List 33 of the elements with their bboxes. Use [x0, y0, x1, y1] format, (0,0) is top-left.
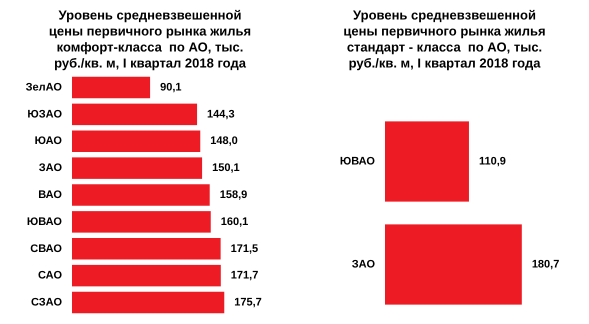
bar	[72, 76, 150, 98]
y-tick-label: ЮВАО	[340, 156, 376, 168]
bar	[72, 264, 221, 286]
bar	[72, 130, 200, 152]
chart-title: Уровень средневзвешенной цены первичного рынка жилья комфорт-класса по АО, тыс. руб./кв. м, I квартал 2018 года	[48, 8, 252, 70]
chart-title: Уровень средневзвешенной цены первичного рынка жилья стандарт - класса по АО, тыс. руб./кв. м, I квартал 2018 года	[343, 8, 546, 70]
y-tick-label: СВАО	[30, 242, 62, 255]
data-label: 180,7	[532, 258, 560, 270]
data-label: 148,0	[210, 135, 238, 148]
data-label: 171,5	[230, 242, 258, 255]
bar	[72, 184, 210, 206]
y-tick-label: ЗАО	[352, 258, 376, 270]
y-tick-label: ВАО	[38, 189, 62, 201]
data-label: 110,9	[478, 156, 506, 168]
data-label: 90,1	[160, 81, 182, 94]
data-label: 144,3	[207, 108, 235, 120]
data-label: 160,1	[220, 216, 248, 228]
bar	[72, 292, 224, 314]
y-tick-label: ЮЗАО	[27, 108, 62, 120]
data-label: 150,1	[212, 162, 240, 174]
bar	[72, 104, 198, 126]
bar	[72, 211, 211, 233]
bar	[72, 238, 221, 260]
data-label: 158,9	[220, 189, 248, 201]
y-tick-label: ЮАО	[34, 135, 62, 148]
data-label: 175,7	[234, 296, 262, 309]
y-tick-label: ЗАО	[38, 162, 62, 174]
y-tick-label: ЮВАО	[26, 216, 62, 228]
data-label: 171,7	[230, 270, 258, 282]
bar	[72, 157, 202, 179]
y-tick-label: САО	[38, 270, 62, 282]
y-tick-label: ЗелАО	[26, 81, 62, 94]
y-tick-label: СЗАО	[30, 296, 62, 309]
